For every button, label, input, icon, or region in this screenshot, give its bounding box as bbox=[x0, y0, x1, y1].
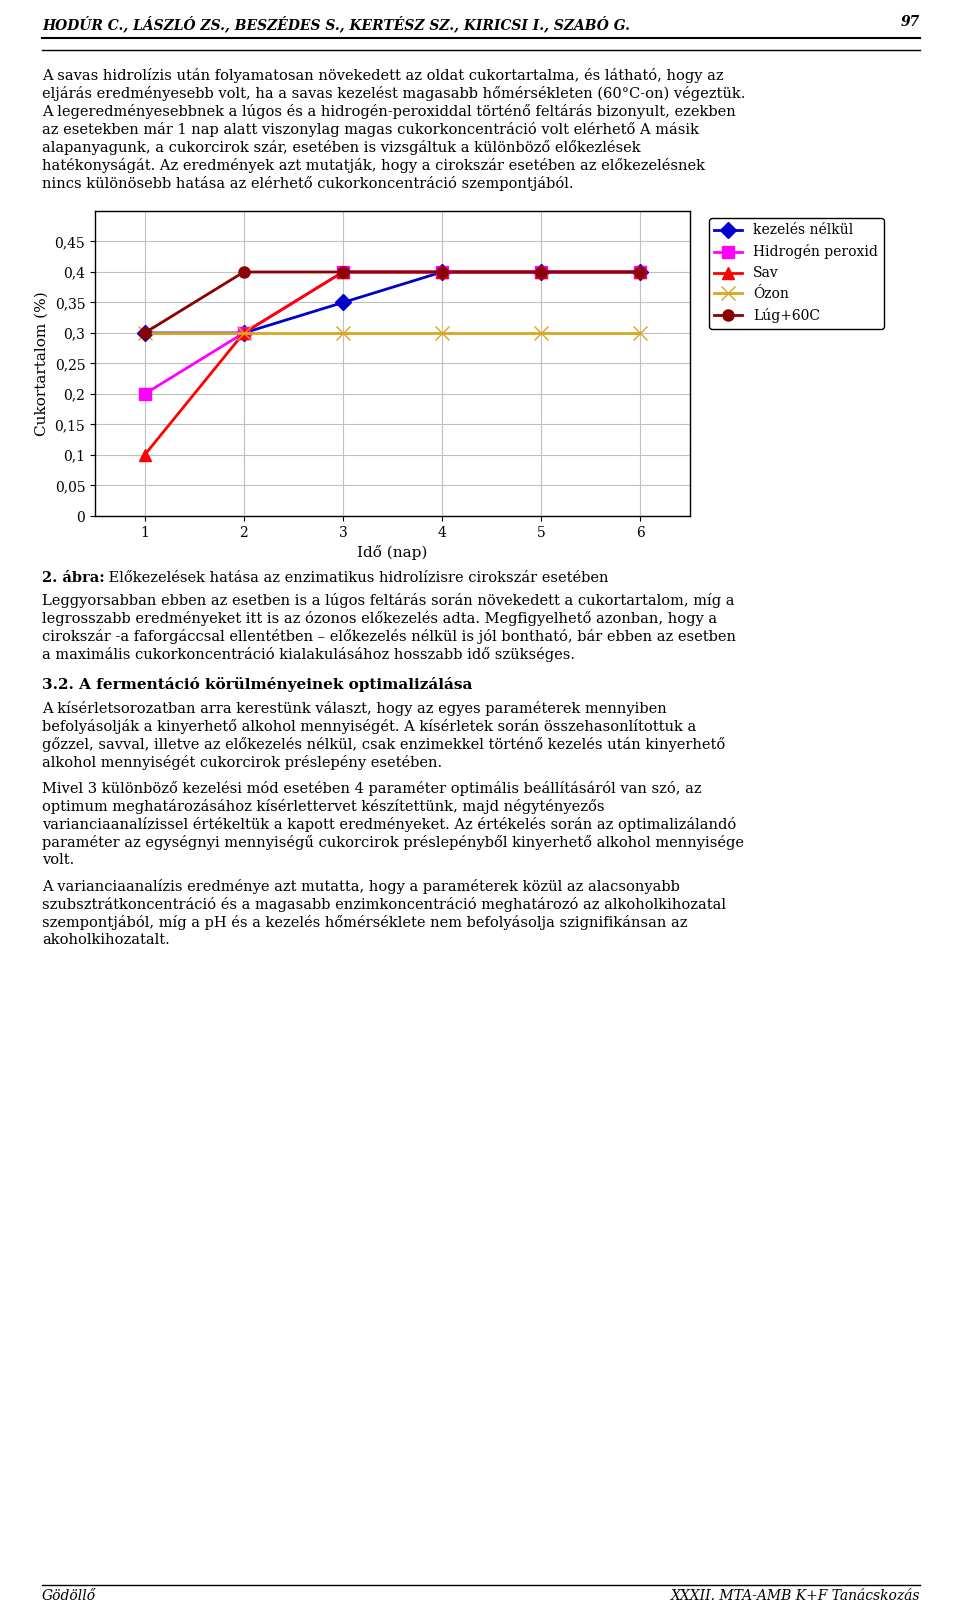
Text: alkohol mennyiségét cukorcirok préslepény esetében.: alkohol mennyiségét cukorcirok préslepén… bbox=[42, 755, 443, 770]
Ózon bbox=[139, 323, 151, 343]
Lúg+60C bbox=[536, 262, 547, 281]
Text: A savas hidrolízis után folyamatosan növekedett az oldat cukortartalma, és látha: A savas hidrolízis után folyamatosan növ… bbox=[42, 68, 724, 82]
Line: Sav: Sav bbox=[139, 267, 646, 461]
Lúg+60C bbox=[238, 262, 250, 281]
Text: alapanyagunk, a cukorcirok szár, esetében is vizsgáltuk a különböző előkezlések: alapanyagunk, a cukorcirok szár, esetébe… bbox=[42, 141, 640, 155]
Hidrogén peroxid bbox=[337, 262, 348, 281]
Ózon bbox=[337, 323, 348, 343]
Line: Lúg+60C: Lúg+60C bbox=[139, 267, 646, 338]
Text: A legeredményesebbnek a lúgos és a hidrogén-peroxiddal történő feltárás bizonyul: A legeredményesebbnek a lúgos és a hidro… bbox=[42, 103, 735, 120]
Sav bbox=[437, 262, 448, 281]
Text: optimum meghatározásához kísérlettervet készítettünk, majd négytényezős: optimum meghatározásához kísérlettervet … bbox=[42, 799, 605, 813]
Legend: kezelés nélkül, Hidrogén peroxid, Sav, Ózon, Lúg+60C: kezelés nélkül, Hidrogén peroxid, Sav, Ó… bbox=[708, 218, 884, 328]
Y-axis label: Cukortartalom (%): Cukortartalom (%) bbox=[35, 291, 49, 437]
Sav bbox=[635, 262, 646, 281]
Text: az esetekben már 1 nap alatt viszonylag magas cukorkoncentráció volt elérhető A : az esetekben már 1 nap alatt viszonylag … bbox=[42, 121, 699, 137]
Sav bbox=[337, 262, 348, 281]
Text: A kísérletsorozatban arra kerestünk választ, hogy az egyes paraméterek mennyiben: A kísérletsorozatban arra kerestünk vála… bbox=[42, 702, 667, 716]
Text: 97: 97 bbox=[900, 15, 920, 29]
Text: akoholkihozatalt.: akoholkihozatalt. bbox=[42, 933, 170, 948]
Text: gőzzel, savval, illetve az előkezelés nélkül, csak enzimekkel történő kezelés ut: gőzzel, savval, illetve az előkezelés né… bbox=[42, 737, 725, 752]
Sav bbox=[536, 262, 547, 281]
Lúg+60C bbox=[437, 262, 448, 281]
Hidrogén peroxid bbox=[536, 262, 547, 281]
Sav bbox=[238, 323, 250, 343]
Hidrogén peroxid bbox=[635, 262, 646, 281]
Text: Mivel 3 különböző kezelési mód esetében 4 paraméter optimális beállításáról van : Mivel 3 különböző kezelési mód esetében … bbox=[42, 781, 702, 796]
kezelés nélkül bbox=[635, 262, 646, 281]
Lúg+60C bbox=[139, 323, 151, 343]
Text: 2. ábra:: 2. ábra: bbox=[42, 571, 105, 585]
Text: XXXII. MTA-AMB K+F Tanácskozás: XXXII. MTA-AMB K+F Tanácskozás bbox=[670, 1590, 920, 1602]
kezelés nélkül bbox=[536, 262, 547, 281]
Text: Előkezelések hatása az enzimatikus hidrolízisre cirokszár esetében: Előkezelések hatása az enzimatikus hidro… bbox=[104, 571, 609, 585]
Line: Hidrogén peroxid: Hidrogén peroxid bbox=[139, 267, 646, 399]
kezelés nélkül bbox=[238, 323, 250, 343]
Lúg+60C bbox=[337, 262, 348, 281]
kezelés nélkül bbox=[337, 293, 348, 312]
Text: A varianciaanalízis eredménye azt mutatta, hogy a paraméterek közül az alacsonya: A varianciaanalízis eredménye azt mutatt… bbox=[42, 880, 680, 894]
Text: befolyásolják a kinyerhető alkohol mennyiségét. A kísérletek során összehasonlít: befolyásolják a kinyerhető alkohol menny… bbox=[42, 720, 696, 734]
X-axis label: Idő (nap): Idő (nap) bbox=[357, 545, 428, 559]
Text: volt.: volt. bbox=[42, 854, 74, 867]
Text: cirokszár -a faforgáccsal ellentétben – előkezelés nélkül is jól bontható, bár e: cirokszár -a faforgáccsal ellentétben – … bbox=[42, 629, 736, 644]
Text: HODÚR C., LÁSZLÓ ZS., BESZÉDES S., KERTÉSZ SZ., KIRICSI I., SZABÓ G.: HODÚR C., LÁSZLÓ ZS., BESZÉDES S., KERTÉ… bbox=[42, 15, 630, 32]
Line: kezelés nélkül: kezelés nélkül bbox=[139, 267, 646, 338]
Text: nincs különösebb hatása az elérhető cukorkoncentráció szempontjából.: nincs különösebb hatása az elérhető cuko… bbox=[42, 176, 573, 191]
Text: Leggyorsabban ebben az esetben is a lúgos feltárás során növekedett a cukortarta: Leggyorsabban ebben az esetben is a lúgo… bbox=[42, 593, 734, 608]
Sav bbox=[139, 445, 151, 464]
Hidrogén peroxid bbox=[238, 323, 250, 343]
Ózon bbox=[536, 323, 547, 343]
Ózon bbox=[238, 323, 250, 343]
Ózon bbox=[635, 323, 646, 343]
kezelés nélkül bbox=[139, 323, 151, 343]
Text: 3.2. A fermentáció körülményeinek optimalizálása: 3.2. A fermentáció körülményeinek optima… bbox=[42, 678, 472, 692]
Text: legrosszabb eredményeket itt is az ózonos előkezelés adta. Megfigyelhető azonban: legrosszabb eredményeket itt is az ózono… bbox=[42, 611, 717, 626]
Text: szubsztrátkoncentráció és a magasabb enzimkoncentráció meghatározó az alkoholkih: szubsztrátkoncentráció és a magasabb enz… bbox=[42, 897, 726, 912]
Lúg+60C bbox=[635, 262, 646, 281]
kezelés nélkül bbox=[437, 262, 448, 281]
Line: Ózon: Ózon bbox=[137, 327, 647, 340]
Text: szempontjából, míg a pH és a kezelés hőmérséklete nem befolyásolja szignifikánsa: szempontjából, míg a pH és a kezelés hőm… bbox=[42, 915, 687, 930]
Ózon bbox=[437, 323, 448, 343]
Text: a maximális cukorkoncentráció kialakulásához hosszabb idő szükséges.: a maximális cukorkoncentráció kialakulás… bbox=[42, 647, 575, 661]
Hidrogén peroxid bbox=[437, 262, 448, 281]
Text: paraméter az egységnyi mennyiségű cukorcirok préslepényből kinyerhető alkohol me: paraméter az egységnyi mennyiségű cukorc… bbox=[42, 834, 744, 851]
Text: Gödöllő: Gödöllő bbox=[42, 1590, 96, 1602]
Text: varianciaanalízissel értékeltük a kapott eredményeket. Az értékelés során az opt: varianciaanalízissel értékeltük a kapott… bbox=[42, 817, 736, 833]
Text: hatékonyságát. Az eredmények azt mutatják, hogy a cirokszár esetében az előkezel: hatékonyságát. Az eredmények azt mutatjá… bbox=[42, 158, 705, 173]
Hidrogén peroxid bbox=[139, 385, 151, 404]
Text: eljárás eredményesebb volt, ha a savas kezelést magasabb hőmérsékleten (60°C-on): eljárás eredményesebb volt, ha a savas k… bbox=[42, 86, 745, 100]
